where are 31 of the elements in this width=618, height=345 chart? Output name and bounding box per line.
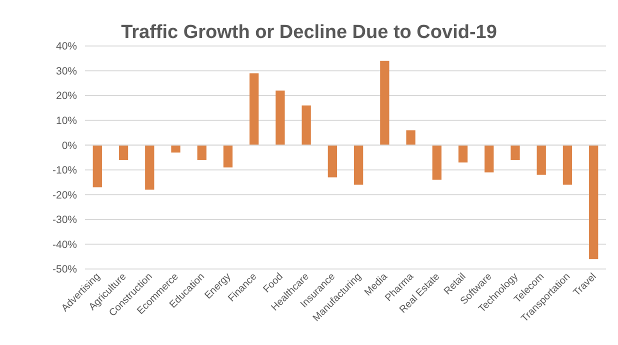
- bar: [589, 145, 598, 260]
- y-tick-label: -50%: [52, 264, 77, 276]
- chart-title: Traffic Growth or Decline Due to Covid-19: [121, 22, 497, 43]
- bar: [562, 145, 572, 185]
- bar: [380, 60, 390, 146]
- bar: [458, 145, 468, 162]
- y-tick-label: -20%: [52, 189, 77, 202]
- bar: [223, 145, 233, 168]
- bar: [510, 145, 520, 160]
- bar: [406, 130, 416, 146]
- bar: [197, 145, 206, 160]
- bar: [250, 73, 259, 146]
- y-tick-label: 10%: [56, 115, 77, 128]
- y-tick-label: -40%: [52, 238, 77, 251]
- bar: [118, 145, 128, 160]
- y-tick-label: 30%: [56, 65, 77, 78]
- y-tick-label: -30%: [52, 214, 77, 226]
- bar: [171, 145, 180, 153]
- bar: [432, 145, 442, 180]
- y-tick-label: -10%: [52, 164, 77, 177]
- bar: [536, 145, 546, 175]
- y-tick-label: 0%: [62, 140, 77, 152]
- bar: [92, 145, 102, 188]
- bar: [354, 145, 364, 185]
- bar: [328, 145, 338, 178]
- y-tick-label: 40%: [56, 40, 77, 53]
- bar: [302, 105, 311, 146]
- y-tick-label: 20%: [56, 90, 77, 102]
- bar: [276, 90, 285, 146]
- bar: [145, 145, 154, 190]
- bar: [484, 145, 494, 172]
